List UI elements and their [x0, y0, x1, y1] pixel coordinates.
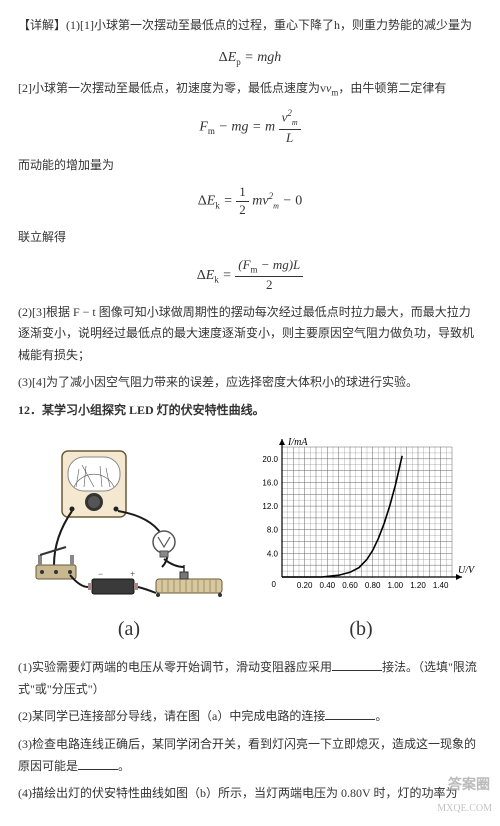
figure-b-wrap: 0.20 0.40 0.60 0.80 1.00 1.20 1.40 4.0 8.0 12.0 16…: [246, 432, 476, 648]
caption-b: (b): [246, 611, 476, 647]
svg-text:1.00: 1.00: [388, 581, 404, 590]
iv-chart: 0.20 0.40 0.60 0.80 1.00 1.20 1.40 4.0 8.0 12.0 16…: [246, 432, 476, 602]
blank-2: [325, 706, 375, 720]
sub-q3: (3)检查电路连线正确后，某同学闭合开关，看到灯闪亮一下立即熄灭，造成这一现象的…: [18, 734, 482, 777]
svg-text:16.0: 16.0: [262, 478, 278, 487]
detail-intro: 【详解】(1)[1]小球第一次摆动至最低点的过程，重心下降了h，则重力势能的减少…: [18, 15, 482, 37]
svg-text:0.20: 0.20: [297, 581, 313, 590]
watermark-url: MXQE.COM: [437, 800, 492, 818]
para-2: [2]小球第一次摆动至最低点，初速度为零，最低点速度为vvm，由牛顿第二定律有: [18, 78, 482, 101]
para-5: (2)[3]根据 F − t 图像可知小球做周期性的摆动每次经过最低点时拉力最大…: [18, 302, 482, 367]
svg-text:0.60: 0.60: [342, 581, 358, 590]
sub-q2: (2)某同学已连接部分导线，请在图（a）中完成电路的连接。: [18, 706, 482, 728]
svg-text:0: 0: [272, 580, 277, 589]
svg-text:−: −: [98, 569, 103, 579]
svg-text:I/mA: I/mA: [287, 437, 308, 448]
blank-3: [78, 756, 118, 770]
svg-text:1.20: 1.20: [410, 581, 426, 590]
svg-text:0.80: 0.80: [365, 581, 381, 590]
sub-q1: (1)实验需要灯两端的电压从零开始调节，滑动变阻器应采用接法。（选填"限流式"或…: [18, 657, 482, 700]
question-12: 12．某学习小组探究 LED 灯的伏安特性曲线。: [18, 400, 482, 422]
para-4: 联立解得: [18, 227, 482, 249]
formula-Ek2: ΔEk = (Fm − mg)L2: [18, 257, 482, 294]
formula-Ek1: ΔEk = 12 mv2m − 0: [18, 184, 482, 219]
svg-text:8.0: 8.0: [267, 525, 279, 534]
caption-a: (a): [24, 611, 234, 647]
svg-text:12.0: 12.0: [262, 502, 278, 511]
figure-row: − + (a) 0.20 0.40 0.60 0.80 1.00 1.20 1.40 4.0 8…: [18, 432, 482, 648]
sub-q4: (4)描绘出灯的伏安特性曲线如图（b）所示，当灯两端电压为 0.80V 时，灯的…: [18, 783, 482, 805]
svg-text:U/V: U/V: [458, 565, 476, 576]
para-3: 而动能的增加量为: [18, 155, 482, 177]
formula-Fm: Fm − mg = m v2mL: [18, 108, 482, 146]
svg-text:+: +: [130, 569, 135, 579]
circuit-diagram: − +: [24, 447, 234, 602]
formula-Ep: ΔEp = mgh: [18, 45, 482, 70]
watermark-logo: 答案圈: [448, 773, 490, 798]
figure-a-wrap: − + (a): [24, 447, 234, 648]
blank-1: [332, 657, 382, 671]
para-6: (3)[4]为了减小因空气阻力带来的误差，应选择密度大体积小的球进行实验。: [18, 372, 482, 394]
svg-text:0.40: 0.40: [320, 581, 336, 590]
svg-text:4.0: 4.0: [267, 549, 279, 558]
svg-text:1.40: 1.40: [433, 581, 449, 590]
svg-text:20.0: 20.0: [262, 454, 278, 463]
